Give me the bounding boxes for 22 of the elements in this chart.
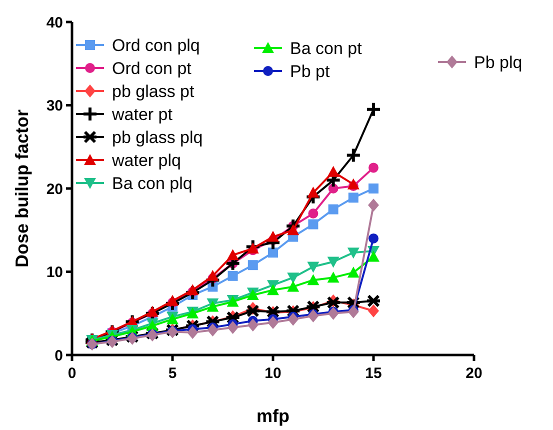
y-axis-title: Dose builup factor [12,109,32,268]
legend-label: Ba con plq [112,174,192,193]
y-tick-label: 10 [46,264,63,281]
x-tick-label: 5 [168,365,177,382]
x-tick-label: 10 [264,365,282,382]
legend-label: Ord con plq [112,36,200,55]
y-tick-label: 0 [54,347,63,364]
y-tick-label: 30 [46,98,63,114]
legend-label: water plq [111,150,181,170]
x-tick-label: 0 [68,365,76,382]
legend-label: pb glass pt [112,82,194,101]
legend-label: pb glass plq [112,128,203,147]
x-axis-title: mfp [256,406,290,426]
x-tick-label: 20 [466,365,482,382]
legend-label: Pb plq [474,52,522,72]
x-tick-label: 15 [365,365,382,382]
legend-label: Ba con pt [290,38,362,58]
legend-label: Ord con pt [112,58,192,78]
y-tick-label: 40 [46,14,63,32]
y-tick-label: 20 [46,180,63,198]
legend-label: Pb pt [290,62,330,81]
legend-label: water pt [111,104,173,124]
